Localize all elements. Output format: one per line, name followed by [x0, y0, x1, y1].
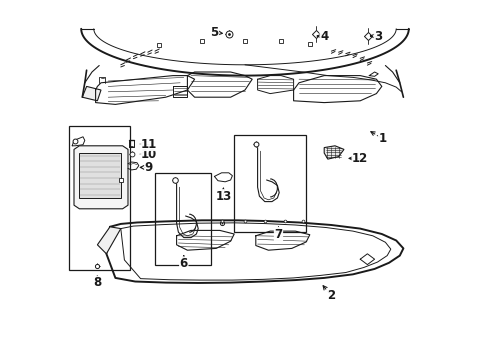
Text: 2: 2 [327, 289, 336, 302]
Text: 6: 6 [180, 257, 188, 270]
Polygon shape [74, 146, 128, 209]
Text: 7: 7 [274, 228, 283, 240]
Bar [234, 135, 306, 232]
Text: 8: 8 [93, 276, 101, 289]
Polygon shape [82, 86, 101, 101]
Polygon shape [324, 146, 344, 159]
Bar [69, 126, 130, 270]
Text: 4: 4 [320, 30, 328, 42]
Polygon shape [98, 227, 121, 254]
Bar [155, 173, 211, 265]
Text: 13: 13 [215, 190, 232, 203]
Text: 5: 5 [210, 26, 219, 39]
Text: 10: 10 [141, 148, 157, 161]
Polygon shape [79, 153, 121, 198]
Text: 12: 12 [352, 152, 368, 165]
Text: 11: 11 [141, 138, 157, 150]
Text: 9: 9 [145, 161, 153, 174]
Text: 3: 3 [374, 30, 382, 42]
Text: 1: 1 [378, 132, 387, 145]
